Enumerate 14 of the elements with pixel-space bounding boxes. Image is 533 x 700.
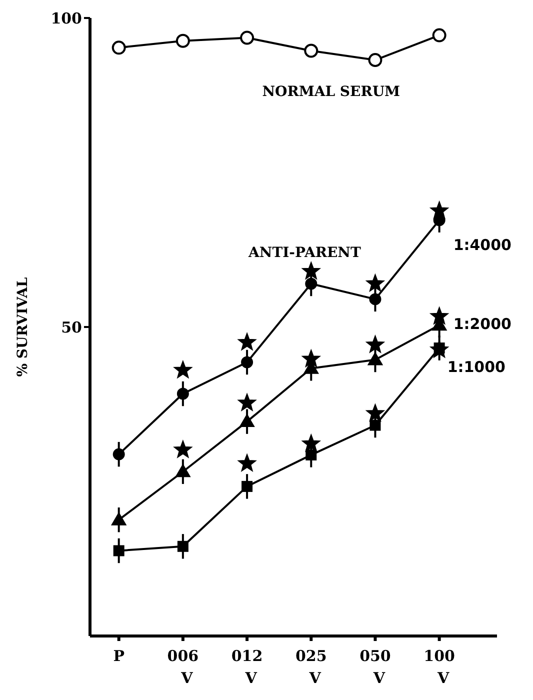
x-tick-label: P [113, 647, 124, 665]
text: NORMAL SERUM [262, 84, 400, 100]
x-tick-label: 006 V [167, 647, 199, 687]
x-tick-label: 050 V [360, 647, 391, 687]
series-label: 1:2000 [453, 315, 512, 334]
x-tick-label: 025 V [295, 647, 327, 687]
annotation: ANTI-PARENT [248, 244, 361, 261]
y-tick-label: 50 [61, 318, 82, 336]
series-label: 1:1000 [447, 358, 506, 376]
y-axis-title: % SURVIVAL [14, 277, 31, 377]
x-tick-label: 012 V [231, 647, 263, 687]
x-tick-label: 100 V [424, 647, 455, 687]
y-tick-label: 100 [50, 9, 82, 28]
series-label: 1:4000 [453, 236, 512, 254]
